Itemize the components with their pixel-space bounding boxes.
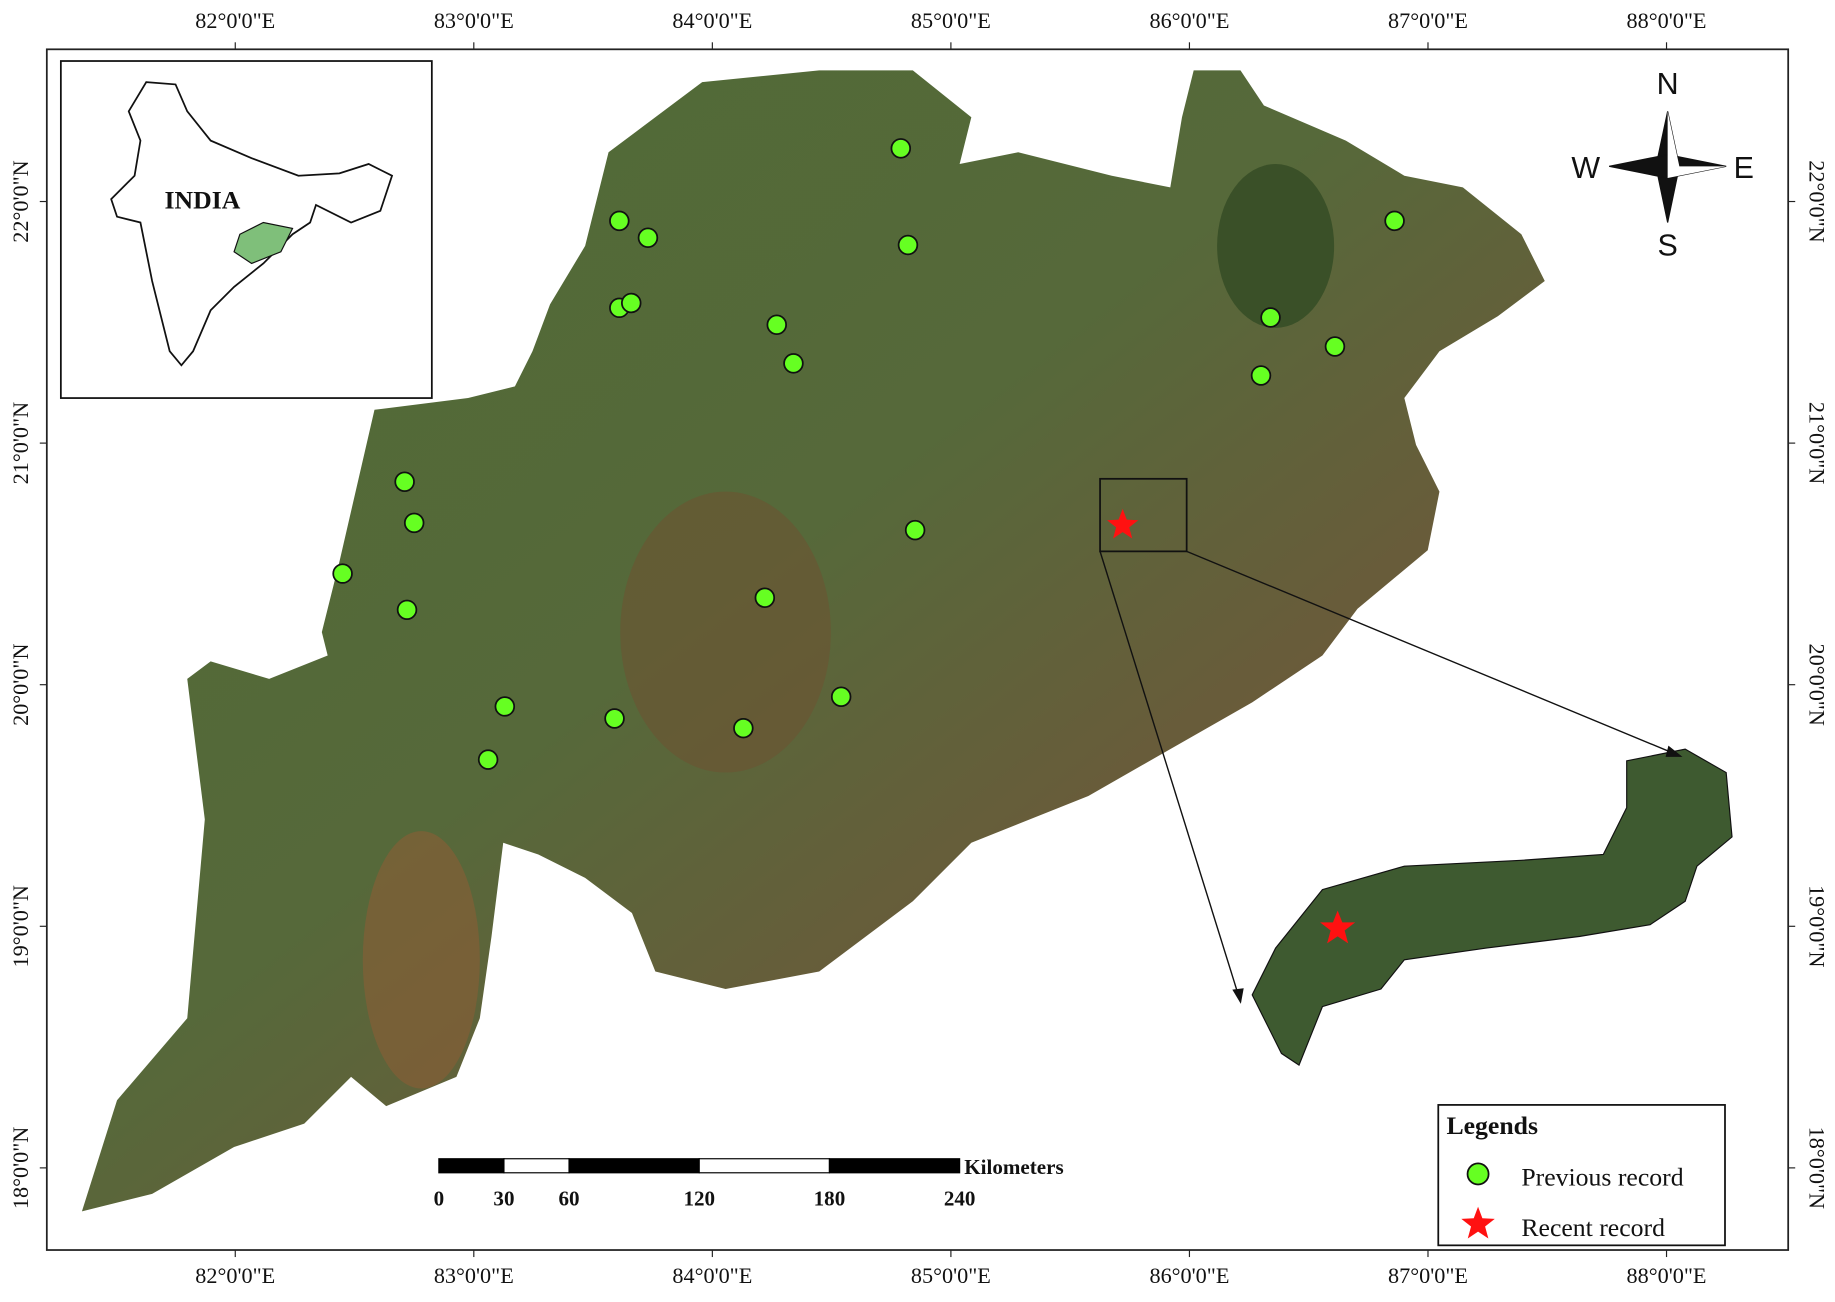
legend-title: Legends: [1446, 1111, 1538, 1140]
x-tick-label: 88°0'0"E: [1627, 8, 1707, 33]
india-inset: INDIA: [59, 60, 433, 399]
legend-label: Previous record: [1521, 1163, 1683, 1192]
scale-segment: [438, 1158, 505, 1174]
y-tick-label: 19°0'0"N: [8, 885, 33, 967]
legend-symbol: [1466, 1162, 1490, 1186]
y-tick-label: 18°0'0"N: [1804, 1127, 1829, 1209]
previous-record: [394, 471, 415, 493]
scale-label: 120: [683, 1187, 715, 1211]
compass-w: W: [1571, 151, 1600, 185]
y-tick-label: 21°0'0"N: [1804, 402, 1829, 484]
x-tick-label: 82°0'0"E: [195, 8, 275, 33]
previous-record: [904, 519, 926, 541]
scale-label: 30: [493, 1187, 514, 1211]
scale-unit: Kilometers: [964, 1155, 1063, 1179]
previous-record: [609, 210, 630, 232]
compass-s: S: [1658, 228, 1678, 262]
y-tick-label: 18°0'0"N: [8, 1127, 33, 1209]
x-tick-label: 87°0'0"E: [1388, 8, 1468, 33]
scale-segment: [828, 1158, 961, 1174]
scale-label: 60: [559, 1187, 580, 1211]
previous-record: [494, 696, 516, 717]
previous-record: [897, 234, 919, 256]
x-tick-label: 83°0'0"E: [434, 8, 514, 33]
forest-patch: [1217, 164, 1335, 328]
y-tick-label: 20°0'0"N: [8, 643, 33, 725]
zoom-box: [1099, 477, 1188, 553]
previous-record: [1324, 336, 1346, 357]
previous-record: [890, 138, 912, 159]
x-tick-label: 88°0'0"E: [1627, 1263, 1707, 1288]
previous-record: [1250, 365, 1272, 386]
previous-record: [637, 227, 659, 248]
y-tick-label: 20°0'0"N: [1804, 643, 1829, 725]
previous-record: [830, 686, 852, 708]
previous-record: [783, 353, 804, 374]
scale-segment: [698, 1158, 831, 1174]
previous-record: [733, 717, 754, 739]
x-tick-label: 86°0'0"E: [1149, 8, 1229, 33]
previous-record: [604, 708, 625, 729]
x-tick-label: 86°0'0"E: [1149, 1263, 1229, 1288]
x-tick-label: 83°0'0"E: [434, 1263, 514, 1288]
x-tick-label: 85°0'0"E: [911, 8, 991, 33]
x-tick-label: 87°0'0"E: [1388, 1263, 1468, 1288]
previous-record: [403, 512, 425, 534]
scale-label: 180: [814, 1187, 846, 1211]
hill-patch: [362, 831, 480, 1089]
x-tick-label: 85°0'0"E: [911, 1263, 991, 1288]
x-tick-label: 84°0'0"E: [672, 1263, 752, 1288]
hill-patch: [620, 491, 831, 773]
previous-record: [754, 587, 776, 608]
previous-record: [1260, 307, 1281, 328]
legend-symbol: [1461, 1206, 1495, 1239]
previous-record: [621, 292, 642, 314]
legend-label: Recent record: [1521, 1213, 1665, 1242]
x-tick-label: 82°0'0"E: [195, 1263, 275, 1288]
recent-record: [1107, 508, 1139, 539]
previous-record: [332, 563, 353, 584]
scale-segment: [503, 1158, 570, 1174]
y-tick-label: 19°0'0"N: [1804, 885, 1829, 967]
x-tick-label: 84°0'0"E: [672, 8, 752, 33]
y-tick-label: 21°0'0"N: [8, 402, 33, 484]
zoom-arrows: [1099, 550, 1683, 1004]
scale-label: 0: [434, 1187, 445, 1211]
previous-record: [766, 314, 787, 335]
previous-record: [1384, 210, 1405, 232]
inset-label: INDIA: [165, 185, 241, 214]
compass: N S E W: [1571, 67, 1753, 262]
compass-e: E: [1734, 151, 1754, 185]
zoom-star: [1320, 910, 1356, 944]
previous-record: [396, 599, 418, 621]
scale-segment: [568, 1158, 700, 1174]
zoom-area: [1251, 748, 1733, 1067]
scale-label: 240: [944, 1187, 976, 1211]
y-tick-label: 22°0'0"N: [1804, 160, 1829, 242]
previous-record: [477, 749, 499, 770]
compass-n: N: [1657, 67, 1679, 101]
y-tick-label: 22°0'0"N: [8, 160, 33, 242]
